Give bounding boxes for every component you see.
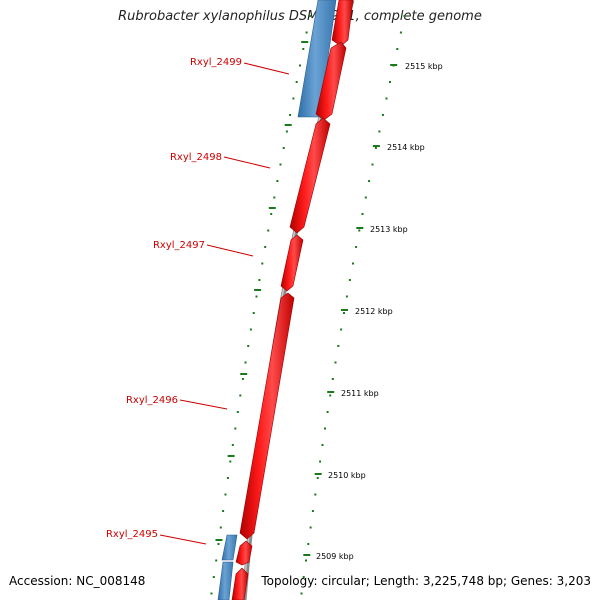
scale-label: 2510 kbp: [328, 471, 366, 480]
gene-label-rxyl-2495: Rxyl_2495: [106, 529, 158, 540]
scale-label: 2511 kbp: [341, 389, 379, 398]
topology-text: Topology: circular; Length: 3,225,748 bp…: [261, 574, 591, 588]
gene-label-leader: [206, 244, 254, 257]
gene-label-leader: [223, 156, 271, 169]
reverse-strand-genes: [217, 0, 337, 600]
scale-labels: 2515 kbp 2514 kbp 2513 kbp 2512 kbp 2511…: [316, 62, 443, 561]
scale-label: 2515 kbp: [405, 62, 443, 71]
forward-strand-genes: [231, 0, 354, 600]
gene-arrow-forward: [331, 0, 354, 47]
gene-arrow-forward: [280, 234, 304, 292]
gene-arrow-forward: [239, 292, 295, 540]
gene-label-leader: [179, 399, 228, 410]
gene-arrow-forward: [235, 540, 253, 566]
gene-labels: Rxyl_2499 Rxyl_2498 Rxyl_2497 Rxyl_2496 …: [106, 57, 290, 545]
gene-label-rxyl-2499: Rxyl_2499: [190, 57, 242, 68]
gene-arrow-reverse: [217, 561, 234, 600]
genome-title: Rubrobacter xylanophilus DSM 9941, compl…: [118, 9, 482, 24]
scale-label: 2509 kbp: [316, 552, 354, 561]
gene-label-leader: [243, 62, 290, 75]
inner-tick-ruler: [210, 15, 311, 595]
scale-label: 2514 kbp: [387, 143, 425, 152]
gene-arrow-forward: [289, 117, 331, 234]
gene-label-rxyl-2497: Rxyl_2497: [153, 240, 205, 251]
gene-label-rxyl-2498: Rxyl_2498: [170, 152, 222, 163]
accession-text: Accession: NC_008148: [9, 574, 146, 588]
outer-tick-ruler: [300, 15, 406, 595]
scale-label: 2512 kbp: [355, 307, 393, 316]
gene-arrow-forward: [315, 41, 347, 121]
gene-label-rxyl-2496: Rxyl_2496: [126, 395, 178, 406]
gene-label-leader: [159, 534, 207, 545]
gene-arrow-forward: [231, 567, 249, 600]
gene-arrow-reverse: [221, 534, 238, 561]
scale-label: 2513 kbp: [370, 225, 408, 234]
